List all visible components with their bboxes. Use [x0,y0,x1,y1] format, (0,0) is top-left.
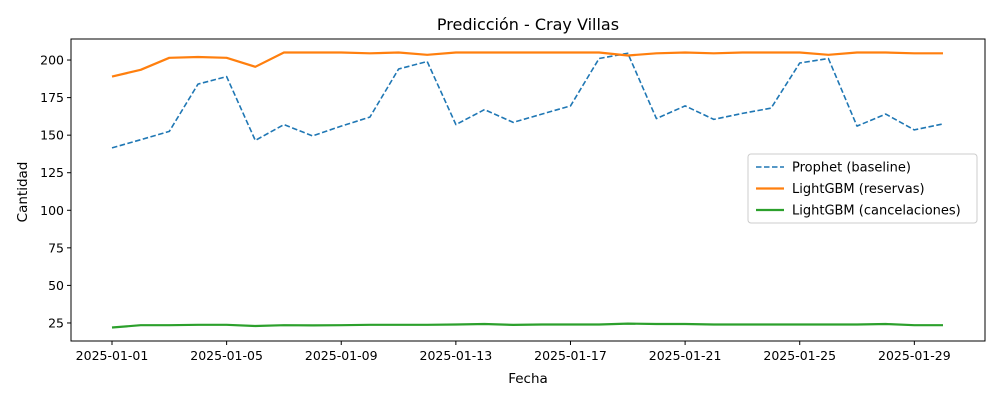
y-axis-label: Cantidad [15,162,31,223]
legend-label: Prophet (baseline) [792,161,911,176]
x-tick-label: 2025-01-09 [305,348,378,363]
y-tick-label: 100 [40,203,64,218]
y-tick-label: 75 [48,240,64,255]
y-tick-label: 50 [48,278,64,293]
x-axis-label: Fecha [508,371,548,387]
series-lines [111,51,944,329]
x-tick-label: 2025-01-25 [763,348,836,363]
y-tick-label: 200 [40,53,64,68]
x-tick-label: 2025-01-05 [190,348,263,363]
x-tick-label: 2025-01-01 [76,348,149,363]
series-line-2 [111,322,943,329]
axis-ticks: 25 50 75 100 125 150 175 200 2025-01-01 2025-01-0… [40,53,951,363]
x-tick-label: 2025-01-17 [534,348,607,363]
series-line-1 [111,51,943,78]
series-line-0 [111,52,944,149]
plot-frame [70,38,986,342]
x-tick-label: 2025-01-29 [878,348,951,363]
legend-box [747,153,978,224]
y-tick-label: 175 [40,90,64,105]
legend-label: LightGBM (reservas) [792,182,925,197]
legend-label: LightGBM (cancelaciones) [792,204,961,219]
x-tick-label: 2025-01-21 [649,348,722,363]
y-tick-label: 25 [48,315,64,330]
y-tick-label: 125 [40,165,64,180]
chart-title: Predicción - Cray Villas [437,15,619,34]
x-tick-label: 2025-01-13 [420,348,493,363]
legend: Prophet (baseline) LightGBM (reservas) Lig… [747,153,978,224]
y-tick-label: 150 [40,128,64,143]
